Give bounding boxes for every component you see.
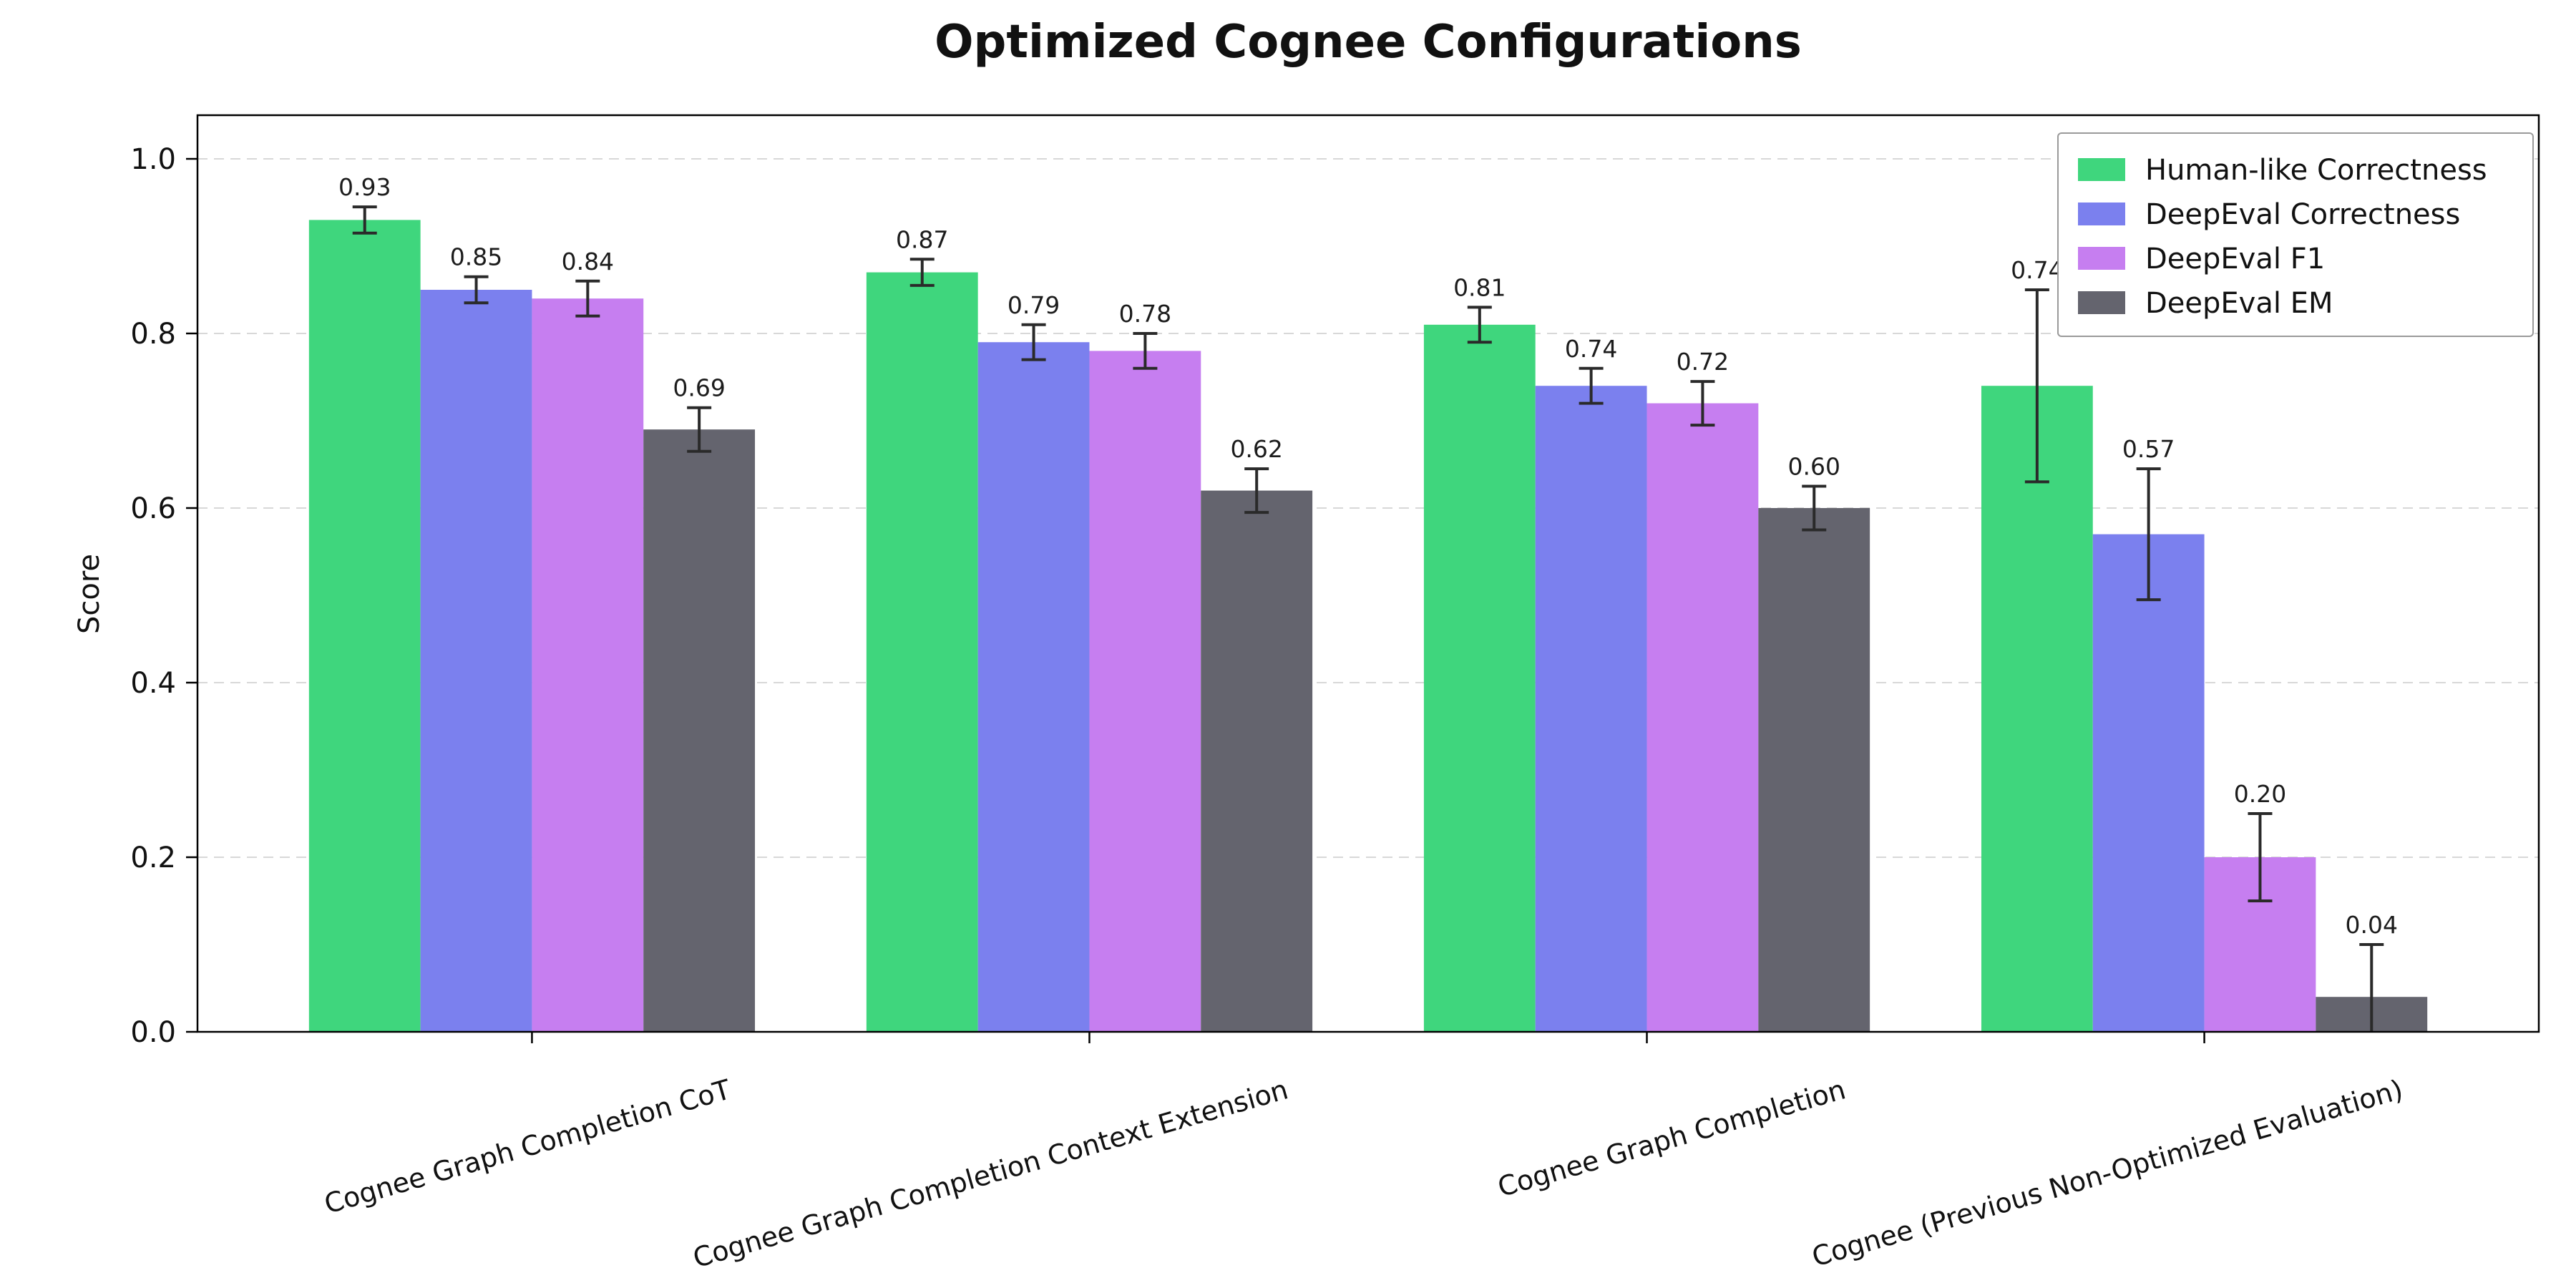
x-tick-label: Cognee Graph Completion Context Extensio… xyxy=(690,1073,1292,1274)
bar xyxy=(1646,403,1759,1032)
bar xyxy=(1758,508,1870,1032)
y-tick-label: 0.2 xyxy=(130,841,176,874)
value-label: 0.69 xyxy=(673,374,725,402)
value-label: 0.87 xyxy=(896,225,948,253)
y-tick-label: 0.0 xyxy=(130,1016,176,1049)
bar xyxy=(308,220,421,1032)
value-label: 0.72 xyxy=(1677,348,1729,376)
legend-swatch xyxy=(2078,247,2125,270)
y-axis-label: Score xyxy=(73,554,106,634)
value-label: 0.79 xyxy=(1008,291,1060,319)
legend xyxy=(2057,132,2534,337)
bar xyxy=(977,342,1090,1032)
bar xyxy=(1981,386,2093,1032)
y-tick-label: 0.8 xyxy=(130,318,176,351)
legend-swatch xyxy=(2078,158,2125,181)
legend-label: DeepEval EM xyxy=(2145,287,2333,320)
value-label: 0.74 xyxy=(2011,256,2063,284)
legend-label: DeepEval Correctness xyxy=(2145,198,2460,231)
legend-swatch xyxy=(2078,203,2125,225)
chart-title: Optimized Cognee Configurations xyxy=(935,16,1802,69)
value-label: 0.04 xyxy=(2346,911,2398,939)
bar xyxy=(2092,534,2205,1032)
value-label: 0.81 xyxy=(1453,273,1506,301)
bar xyxy=(1535,386,1647,1032)
value-label: 0.85 xyxy=(450,243,502,271)
legend-swatch xyxy=(2078,291,2125,314)
axes-frame xyxy=(196,114,2540,1033)
bar xyxy=(420,290,532,1032)
value-label: 0.20 xyxy=(2234,780,2286,808)
bar xyxy=(1201,490,1313,1032)
value-label: 0.62 xyxy=(1230,435,1282,463)
bar xyxy=(532,298,644,1033)
legend-label: Human-like Correctness xyxy=(2145,154,2487,187)
y-tick-label: 0.4 xyxy=(130,667,176,700)
legend-label: DeepEval F1 xyxy=(2145,243,2325,275)
y-tick-label: 1.0 xyxy=(130,143,176,176)
value-label: 0.93 xyxy=(338,173,391,201)
value-label: 0.60 xyxy=(1787,453,1840,481)
value-label: 0.84 xyxy=(562,248,614,275)
y-tick-label: 0.6 xyxy=(130,492,176,525)
bar xyxy=(1423,324,1536,1032)
bar xyxy=(866,272,978,1033)
bar xyxy=(1089,351,1201,1032)
x-tick-label: Cognee Graph Completion CoT xyxy=(321,1073,734,1220)
bar xyxy=(643,429,756,1032)
x-tick-label: Cognee (Previous Non-Optimized Evaluatio… xyxy=(1808,1073,2406,1272)
value-label: 0.74 xyxy=(1565,335,1617,363)
value-label: 0.57 xyxy=(2122,435,2175,463)
x-tick-label: Cognee Graph Completion xyxy=(1494,1073,1849,1203)
value-label: 0.78 xyxy=(1119,300,1171,328)
